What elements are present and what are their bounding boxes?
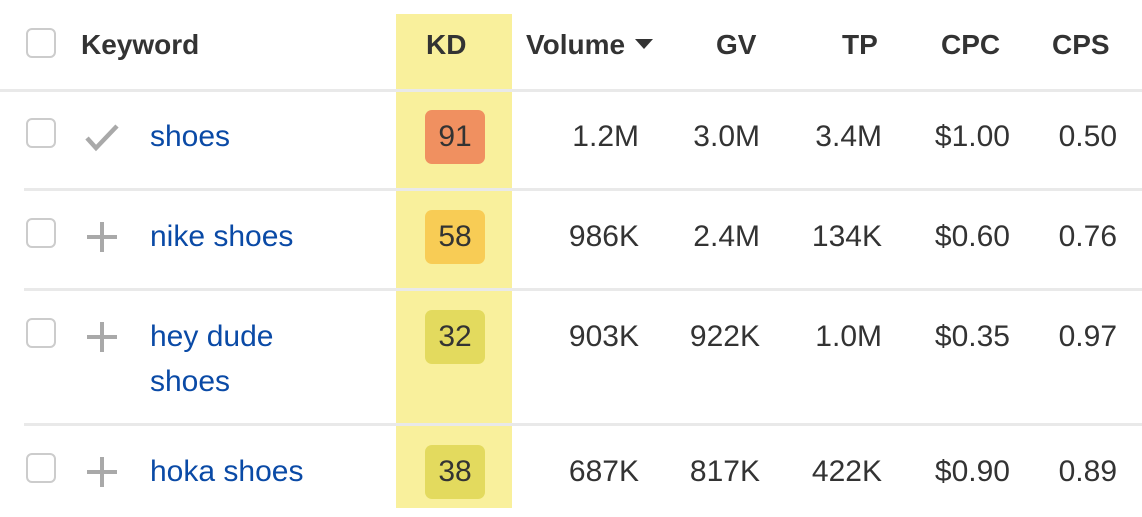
column-header-keyword[interactable]: Keyword [81,29,200,60]
gv-value: 2.4M [693,220,760,253]
cps-value: 0.50 [1058,120,1117,153]
column-header-volume-label: Volume [526,29,626,60]
check-icon[interactable] [84,122,120,152]
keyword-link[interactable]: hey dude shoes [150,314,273,404]
gv-value: 922K [689,320,760,353]
keyword-line-1: hey dude [150,320,274,353]
select-all-checkbox[interactable] [26,28,56,58]
cps-value: 0.76 [1058,220,1117,253]
kd-badge: 58 [425,210,485,264]
cpc-value: $0.60 [934,220,1010,253]
column-header-gv[interactable]: GV [716,29,757,60]
volume-value: 1.2M [572,120,639,153]
cps-value: 0.89 [1058,455,1117,488]
table-header: Keyword KD Volume GV TP CPC CPS [0,0,1142,90]
column-header-volume[interactable]: Volume [526,28,654,62]
cps-value: 0.97 [1058,320,1117,353]
gv-value: 817K [689,455,760,488]
plus-icon[interactable] [86,321,118,353]
kd-badge: 32 [425,310,485,364]
keyword-line-2: shoes [150,365,231,398]
row-checkbox[interactable] [26,218,56,248]
gv-value: 3.0M [693,120,760,153]
keyword-link[interactable]: hoka shoes [150,455,304,488]
cpc-value: $0.35 [934,320,1010,353]
volume-value: 903K [568,320,639,353]
cpc-value: $0.90 [934,455,1010,488]
keyword-link[interactable]: nike shoes [150,220,294,253]
tp-value: 134K [811,220,882,253]
tp-value: 1.0M [815,320,882,353]
tp-value: 3.4M [815,120,882,153]
kd-badge: 38 [425,445,485,499]
column-header-cpc[interactable]: CPC [941,29,1001,60]
row-divider [24,288,1142,291]
plus-icon[interactable] [86,221,118,253]
volume-value: 687K [568,455,639,488]
row-checkbox[interactable] [26,318,56,348]
volume-value: 986K [568,220,639,253]
table-row: shoes 91 1.2M 3.0M 3.4M $1.00 0.50 [0,90,1142,190]
row-divider [24,423,1142,426]
keyword-link[interactable]: shoes [150,120,231,153]
row-divider [24,188,1142,191]
plus-icon[interactable] [86,456,118,488]
row-checkbox[interactable] [26,453,56,483]
table-row: hoka shoes 38 687K 817K 422K $0.90 0.89 [0,425,1142,517]
column-header-tp[interactable]: TP [842,29,878,60]
table-row: nike shoes 58 986K 2.4M 134K $0.60 0.76 [0,190,1142,290]
kd-badge: 91 [425,110,485,164]
sort-desc-caret-icon [635,38,654,49]
column-header-kd[interactable]: KD [426,29,467,60]
column-header-cps[interactable]: CPS [1052,29,1110,60]
row-checkbox[interactable] [26,118,56,148]
header-divider [0,89,1142,92]
cpc-value: $1.00 [934,120,1010,153]
tp-value: 422K [811,455,882,488]
table-row: hey dude shoes 32 903K 922K 1.0M $0.35 0… [0,290,1142,425]
